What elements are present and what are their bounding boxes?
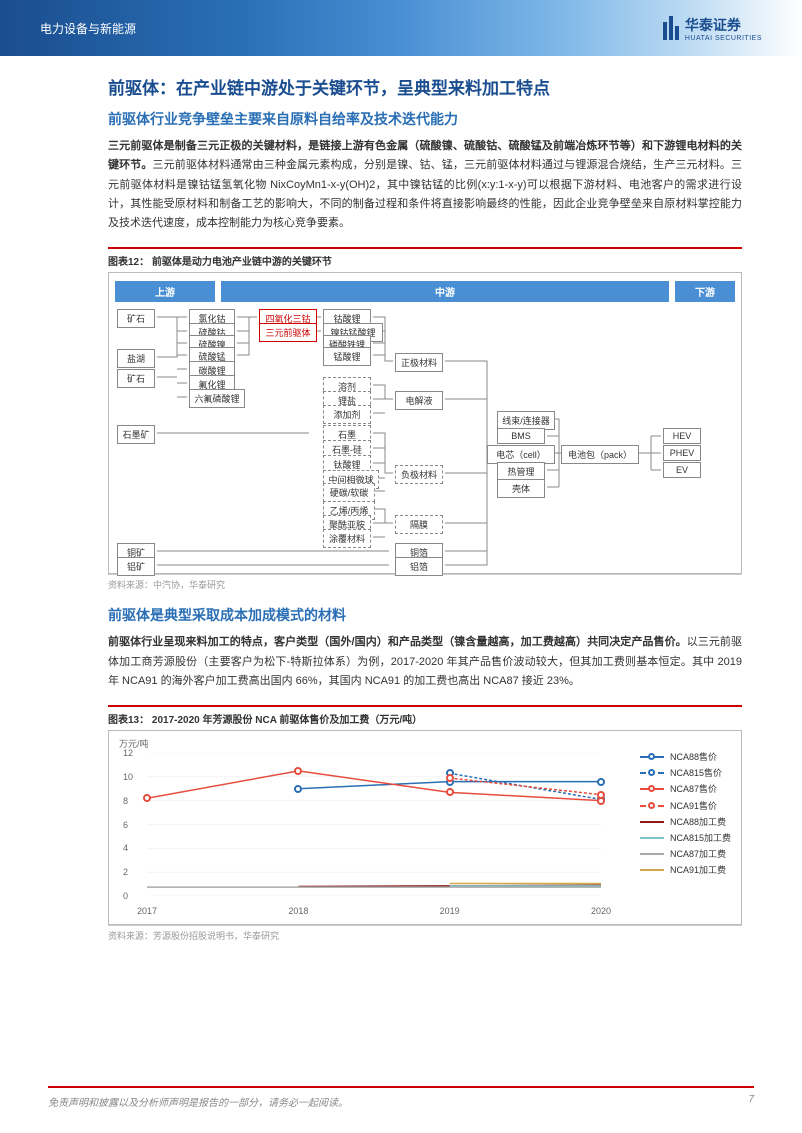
chart-marker — [294, 785, 302, 793]
ytick-label: 2 — [123, 867, 128, 877]
diagram-node: BMS — [497, 428, 545, 444]
diagram-node: 壳体 — [497, 479, 545, 498]
legend-item: NCA91售价 — [640, 798, 731, 814]
xtick-label: 2019 — [440, 906, 460, 916]
figure13-chart: 万元/吨 024681012 2017201820192020 NCA88售价N… — [108, 730, 742, 925]
chart-plot-area: 024681012 2017201820192020 — [147, 753, 601, 896]
diagram-node: 铝箔 — [395, 557, 443, 576]
ytick-label: 0 — [123, 891, 128, 901]
chart-marker — [294, 767, 302, 775]
section1-paragraph: 三元前驱体是制备三元正极的关键材料，是链接上游有色金属（硫酸镍、硫酸钴、硫酸锰及… — [108, 137, 742, 233]
legend-item: NCA815加工费 — [640, 830, 731, 846]
main-heading: 前驱体：在产业链中游处于关键环节，呈典型来料加工特点 — [108, 74, 742, 99]
ytick-label: 4 — [123, 843, 128, 853]
figure12-title: 图表12： 前驱体是动力电池产业链中游的关键环节 — [108, 247, 742, 272]
diagram-node: 石墨矿 — [117, 425, 155, 444]
company-name: 华泰证券 — [685, 15, 762, 35]
section1-text: 三元前驱体材料通常由三种金属元素构成，分别是镍、钴、锰，三元前驱体材料通过与锂源… — [108, 159, 742, 229]
chart-legend: NCA88售价NCA815售价NCA87售价NCA91售价NCA88加工费NCA… — [640, 749, 731, 879]
diagram-node: 铝矿 — [117, 557, 155, 576]
diagram-node: 锰酸锂 — [323, 347, 371, 366]
legend-item: NCA88加工费 — [640, 814, 731, 830]
chart-marker — [597, 791, 605, 799]
diagram-header-downstream: 下游 — [675, 281, 735, 302]
ytick-label: 6 — [123, 820, 128, 830]
diagram-node: 六氟磷酸锂 — [189, 389, 245, 408]
diagram-node: 涂覆材料 — [323, 529, 371, 548]
diagram-node: 正极材料 — [395, 353, 443, 372]
diagram-node: 三元前驱体 — [259, 323, 317, 342]
xtick-label: 2020 — [591, 906, 611, 916]
diagram-node: HEV — [663, 428, 701, 444]
logo-bars-icon — [663, 16, 679, 40]
xtick-label: 2017 — [137, 906, 157, 916]
section2-heading: 前驱体是典型采取成本加成模式的材料 — [108, 605, 742, 625]
diagram-header-midstream: 中游 — [221, 281, 669, 302]
page-footer: 免责声明和披露以及分析师声明是报告的一部分，请务必一起阅读。 7 — [48, 1086, 754, 1109]
company-name-en: HUATAI SECURITIES — [685, 35, 762, 42]
figure13-title: 图表13： 2017-2020 年芳源股份 NCA 前驱体售价及加工费（万元/吨… — [108, 705, 742, 730]
diagram-node: 盐湖 — [117, 349, 155, 368]
page-content: 前驱体：在产业链中游处于关键环节，呈典型来料加工特点 前驱体行业竞争壁垒主要来自… — [0, 56, 802, 956]
diagram-node: 电池包（pack） — [561, 445, 639, 464]
xtick-label: 2018 — [288, 906, 308, 916]
section2-bold: 前驱体行业呈现来料加工的特点，客户类型（国外/国内）和产品类型（镍含量越高，加工… — [108, 636, 687, 648]
footer-page: 7 — [748, 1094, 754, 1109]
chart-marker — [446, 788, 454, 796]
diagram-node: PHEV — [663, 445, 701, 461]
legend-item: NCA87售价 — [640, 781, 731, 797]
diagram-node: 矿石 — [117, 369, 155, 388]
section1-heading: 前驱体行业竞争壁垒主要来自原料自给率及技术迭代能力 — [108, 109, 742, 129]
figure12-diagram: 上游 中游 下游 矿石盐湖矿石石墨矿铜矿铝矿氯化钴硫酸钴硫酸镍硫酸锰碳酸锂氟化锂… — [108, 272, 742, 574]
diagram-node: 硬碳/软碳 — [323, 483, 375, 502]
company-logo: 华泰证券 HUATAI SECURITIES — [663, 15, 762, 42]
ytick-label: 12 — [123, 748, 133, 758]
page-header: 电力设备与新能源 华泰证券 HUATAI SECURITIES — [0, 0, 802, 56]
diagram-node: EV — [663, 462, 701, 478]
figure12-source: 资料来源：中汽协，华泰研究 — [108, 574, 742, 605]
legend-item: NCA91加工费 — [640, 862, 731, 878]
diagram-node: 隔膜 — [395, 515, 443, 534]
header-category: 电力设备与新能源 — [40, 20, 136, 37]
chart-svg — [147, 753, 601, 896]
diagram-node: 添加剂 — [323, 405, 371, 424]
ytick-label: 8 — [123, 796, 128, 806]
diagram-header-upstream: 上游 — [115, 281, 215, 302]
diagram-node: 负极材料 — [395, 465, 443, 484]
chart-marker — [597, 778, 605, 786]
legend-item: NCA815售价 — [640, 765, 731, 781]
diagram-node: 矿石 — [117, 309, 155, 328]
figure13-source: 资料来源：芳源股份招股说明书，华泰研究 — [108, 925, 742, 956]
legend-item: NCA87加工费 — [640, 846, 731, 862]
footer-disclaimer: 免责声明和披露以及分析师声明是报告的一部分，请务必一起阅读。 — [48, 1094, 348, 1109]
diagram-node: 电解液 — [395, 391, 443, 410]
section2-paragraph: 前驱体行业呈现来料加工的特点，客户类型（国外/国内）和产品类型（镍含量越高，加工… — [108, 633, 742, 691]
ytick-label: 10 — [123, 772, 133, 782]
chart-marker — [143, 794, 151, 802]
legend-item: NCA88售价 — [640, 749, 731, 765]
chart-marker — [446, 774, 454, 782]
